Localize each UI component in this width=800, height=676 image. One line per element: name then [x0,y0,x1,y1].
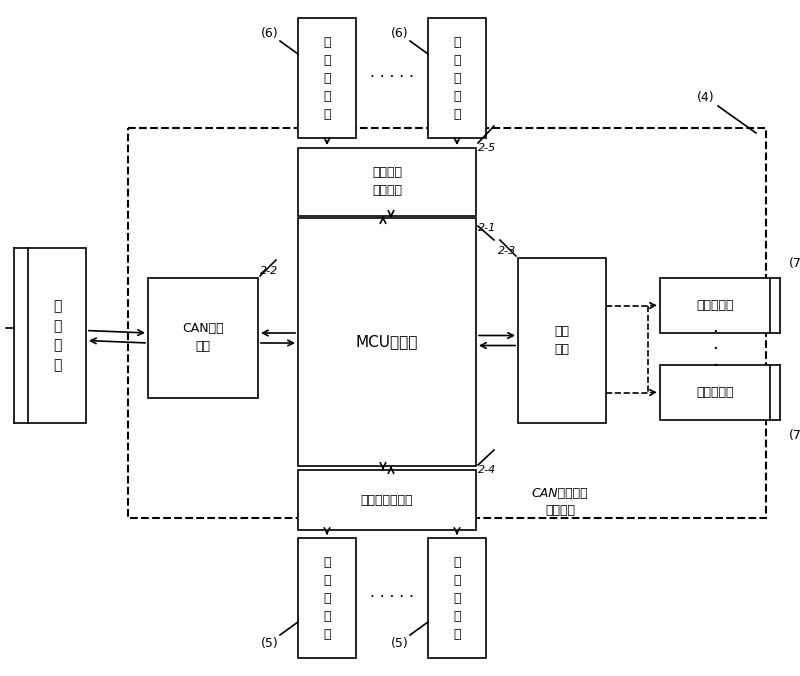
Text: MCU单片机: MCU单片机 [356,335,418,349]
Bar [28,248,86,423]
Text: 单总线电路端子: 单总线电路端子 [361,493,414,506]
Text: CAN现场总线
控制终端: CAN现场总线 控制终端 [532,487,588,517]
Text: 接触器线圈: 接触器线圈 [696,386,734,399]
Text: 现
场
总
线: 现 场 总 线 [53,299,61,372]
Text: 驱动
电路: 驱动 电路 [554,325,570,356]
Text: CAN总线
电路: CAN总线 电路 [182,322,224,354]
Text: (4): (4) [697,91,715,105]
Text: 接触器线圈: 接触器线圈 [696,299,734,312]
Bar [128,128,766,518]
Text: (5): (5) [391,637,409,650]
Text: 2-2: 2-2 [260,266,278,276]
Bar [660,365,770,420]
Text: (5): (5) [261,637,279,650]
Bar [428,538,486,658]
Text: · · · · ·: · · · · · [370,591,414,606]
Bar [518,258,606,423]
Text: 2-3: 2-3 [498,246,516,256]
Text: 2-4: 2-4 [478,465,496,475]
Text: 2-1: 2-1 [478,223,496,233]
Bar [298,218,476,466]
Text: (6): (6) [261,26,279,39]
Bar [660,278,770,333]
Bar [298,18,356,138]
Text: (3): (3) [0,329,1,342]
Text: 温
度
传
感
器: 温 度 传 感 器 [454,556,461,640]
Text: 温
度
传
感
器: 温 度 传 感 器 [323,556,330,640]
Text: (6): (6) [391,26,409,39]
Text: · · · · ·: · · · · · [370,70,414,85]
Text: ·
·
·: · · · [712,323,718,375]
Text: 湿
度
传
感
器: 湿 度 传 感 器 [323,36,330,120]
Bar [298,148,476,216]
Text: (7): (7) [789,256,800,270]
Text: (7): (7) [789,429,800,441]
Text: 湿
度
传
感
器: 湿 度 传 感 器 [454,36,461,120]
Bar [298,470,476,530]
Text: 湿度信号
调理电路: 湿度信号 调理电路 [372,166,402,197]
Text: 2-5: 2-5 [478,143,496,153]
Bar [428,18,486,138]
Bar [148,278,258,398]
Bar [298,538,356,658]
